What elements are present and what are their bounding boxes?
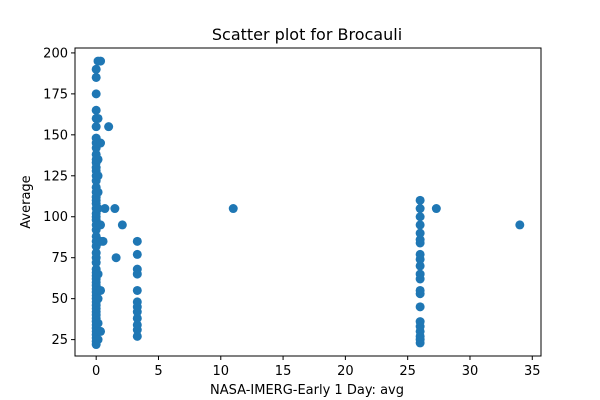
x-tick-label: 5	[154, 364, 162, 379]
data-point	[132, 285, 142, 295]
data-point	[117, 220, 127, 230]
data-point	[515, 220, 525, 230]
data-point	[110, 204, 120, 214]
data-point	[415, 235, 425, 245]
x-tick-label: 25	[399, 364, 416, 379]
y-tick-label: 25	[51, 333, 68, 348]
y-tick-label: 50	[51, 292, 68, 307]
data-point	[132, 236, 142, 246]
data-point	[132, 320, 142, 330]
data-point	[96, 220, 106, 230]
data-point	[93, 154, 103, 164]
data-point	[111, 253, 121, 263]
data-point	[93, 204, 103, 214]
x-tick-label: 0	[92, 364, 100, 379]
data-point	[93, 335, 103, 345]
y-tick-label: 100	[43, 210, 68, 225]
data-point	[415, 212, 425, 222]
data-point	[132, 264, 142, 274]
data-point	[415, 249, 425, 259]
data-point	[91, 248, 101, 258]
x-tick-label: 15	[275, 364, 292, 379]
y-tick-label: 150	[43, 128, 68, 143]
data-point	[93, 113, 103, 123]
data-point	[96, 326, 106, 336]
data-point	[96, 138, 106, 148]
plot-frame	[74, 47, 542, 357]
y-tick-label: 125	[43, 169, 68, 184]
data-point	[132, 297, 142, 307]
data-point	[96, 285, 106, 295]
x-axis-label: NASA-IMERG-Early 1 Day: avg	[210, 383, 404, 398]
data-point	[91, 72, 101, 82]
y-tick-label: 175	[43, 87, 68, 102]
x-tick-label: 35	[524, 364, 541, 379]
data-point	[91, 105, 101, 115]
data-point	[415, 261, 425, 271]
data-point	[415, 195, 425, 205]
data-point	[96, 56, 106, 66]
y-tick-label: 200	[43, 46, 68, 61]
data-point	[415, 228, 425, 238]
data-point	[93, 269, 103, 279]
data-point	[93, 294, 103, 304]
data-point	[100, 204, 110, 214]
data-point	[415, 317, 425, 327]
data-point	[132, 331, 142, 341]
axis-ticks: 0 5 10 15 20 25 30 35 25 50 75 100 125 150 175 200	[43, 46, 540, 379]
chart-title: Scatter plot for Brocauli	[212, 25, 402, 44]
data-point	[98, 236, 108, 246]
data-point	[415, 220, 425, 230]
y-axis-label: Average	[19, 175, 34, 228]
data-point	[415, 204, 425, 214]
x-tick-label: 30	[462, 364, 479, 379]
x-tick-label: 20	[337, 364, 354, 379]
data-point	[415, 285, 425, 295]
data-points	[91, 56, 525, 350]
data-point	[91, 89, 101, 99]
data-point	[431, 204, 441, 214]
data-point	[93, 171, 103, 181]
y-tick-label: 75	[51, 251, 68, 266]
data-point	[93, 318, 103, 328]
data-point	[93, 187, 103, 197]
data-point	[132, 249, 142, 259]
data-point	[415, 269, 425, 279]
data-point	[132, 313, 142, 323]
data-point	[91, 122, 101, 132]
data-point	[91, 64, 101, 74]
data-point	[228, 204, 238, 214]
data-point	[415, 302, 425, 312]
data-point	[104, 122, 114, 132]
x-tick-label: 10	[213, 364, 230, 379]
